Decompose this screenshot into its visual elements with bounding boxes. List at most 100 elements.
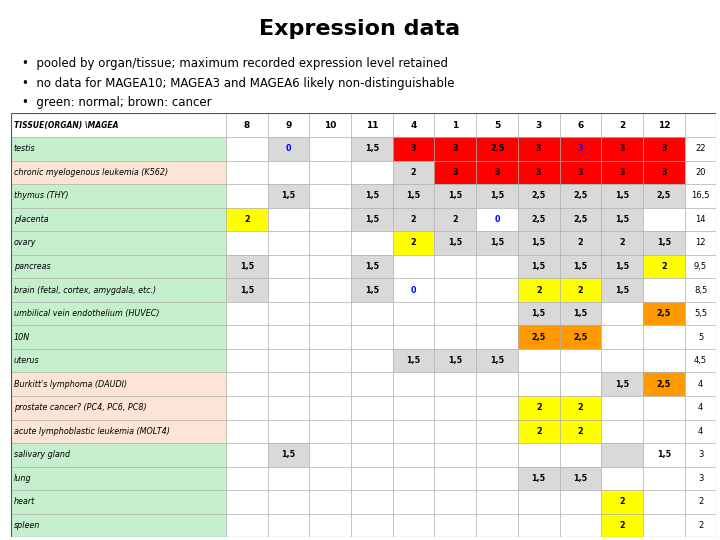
Text: 14: 14 bbox=[696, 215, 706, 224]
Bar bbox=[226, 349, 268, 373]
Text: 4,5: 4,5 bbox=[694, 356, 707, 365]
Text: 2: 2 bbox=[411, 168, 416, 177]
Bar bbox=[518, 137, 559, 160]
Text: 11: 11 bbox=[366, 120, 378, 130]
Text: 2: 2 bbox=[577, 239, 583, 247]
Bar bbox=[643, 490, 685, 514]
Text: 2: 2 bbox=[619, 521, 625, 530]
Bar bbox=[310, 396, 351, 420]
Text: 2: 2 bbox=[661, 262, 667, 271]
Bar bbox=[268, 160, 310, 184]
Bar bbox=[226, 231, 268, 255]
Bar bbox=[268, 325, 310, 349]
Bar bbox=[685, 113, 716, 137]
Bar bbox=[601, 113, 643, 137]
Text: 1,5: 1,5 bbox=[573, 309, 588, 318]
Bar bbox=[268, 467, 310, 490]
Text: 3: 3 bbox=[619, 168, 625, 177]
Text: 1,5: 1,5 bbox=[490, 191, 504, 200]
Text: 2: 2 bbox=[619, 497, 625, 507]
Bar bbox=[393, 349, 434, 373]
Bar bbox=[226, 278, 268, 302]
Text: 2: 2 bbox=[411, 239, 416, 247]
Text: 1,5: 1,5 bbox=[365, 262, 379, 271]
Text: 3: 3 bbox=[577, 144, 583, 153]
Bar bbox=[351, 255, 393, 278]
Bar bbox=[11, 302, 226, 325]
Bar bbox=[11, 255, 226, 278]
Bar bbox=[393, 160, 434, 184]
Bar bbox=[351, 113, 393, 137]
Bar bbox=[351, 514, 393, 537]
Text: heart: heart bbox=[14, 497, 35, 507]
Bar bbox=[351, 349, 393, 373]
Bar bbox=[226, 160, 268, 184]
Text: 2,5: 2,5 bbox=[573, 333, 588, 342]
Bar bbox=[11, 113, 226, 137]
Text: 1,5: 1,5 bbox=[573, 262, 588, 271]
Text: 1: 1 bbox=[452, 120, 459, 130]
Bar bbox=[518, 113, 559, 137]
Bar bbox=[434, 490, 476, 514]
Text: 1,5: 1,5 bbox=[449, 191, 462, 200]
Bar bbox=[476, 490, 518, 514]
Bar bbox=[601, 490, 643, 514]
Bar bbox=[434, 420, 476, 443]
Bar bbox=[351, 373, 393, 396]
Bar bbox=[310, 207, 351, 231]
Text: 1,5: 1,5 bbox=[490, 356, 504, 365]
Text: 1,5: 1,5 bbox=[490, 239, 504, 247]
Bar bbox=[393, 207, 434, 231]
Bar bbox=[601, 255, 643, 278]
Bar bbox=[601, 514, 643, 537]
Bar bbox=[434, 137, 476, 160]
Bar bbox=[310, 467, 351, 490]
Bar bbox=[685, 467, 716, 490]
Text: 2: 2 bbox=[577, 403, 583, 412]
Bar bbox=[643, 325, 685, 349]
Bar bbox=[351, 490, 393, 514]
Text: 1,5: 1,5 bbox=[531, 239, 546, 247]
Bar bbox=[685, 514, 716, 537]
Text: 3: 3 bbox=[661, 144, 667, 153]
Bar bbox=[518, 278, 559, 302]
Bar bbox=[351, 184, 393, 207]
Bar bbox=[310, 184, 351, 207]
Bar bbox=[268, 420, 310, 443]
Bar bbox=[310, 373, 351, 396]
Bar bbox=[685, 349, 716, 373]
Bar bbox=[11, 207, 226, 231]
Text: 1,5: 1,5 bbox=[449, 239, 462, 247]
Bar bbox=[268, 443, 310, 467]
Text: 1,5: 1,5 bbox=[449, 356, 462, 365]
Bar bbox=[11, 490, 226, 514]
Text: 1,5: 1,5 bbox=[531, 474, 546, 483]
Bar bbox=[476, 420, 518, 443]
Bar bbox=[601, 443, 643, 467]
Bar bbox=[11, 231, 226, 255]
Bar bbox=[559, 325, 601, 349]
Bar bbox=[476, 207, 518, 231]
Bar bbox=[11, 137, 226, 160]
Bar bbox=[476, 184, 518, 207]
Bar bbox=[476, 396, 518, 420]
Bar bbox=[685, 207, 716, 231]
Text: 2,5: 2,5 bbox=[573, 215, 588, 224]
Text: 2,5: 2,5 bbox=[490, 144, 504, 153]
Bar bbox=[601, 302, 643, 325]
Bar bbox=[518, 490, 559, 514]
Text: Expression data: Expression data bbox=[259, 19, 461, 39]
Bar bbox=[559, 113, 601, 137]
Bar bbox=[518, 302, 559, 325]
Bar bbox=[643, 231, 685, 255]
Text: 3: 3 bbox=[577, 168, 583, 177]
Text: 12: 12 bbox=[696, 239, 706, 247]
Text: ovary: ovary bbox=[14, 239, 36, 247]
Bar bbox=[601, 467, 643, 490]
Text: placenta: placenta bbox=[14, 215, 48, 224]
Bar bbox=[476, 160, 518, 184]
Bar bbox=[518, 467, 559, 490]
Text: 2: 2 bbox=[411, 215, 416, 224]
Bar bbox=[310, 490, 351, 514]
Bar bbox=[268, 255, 310, 278]
